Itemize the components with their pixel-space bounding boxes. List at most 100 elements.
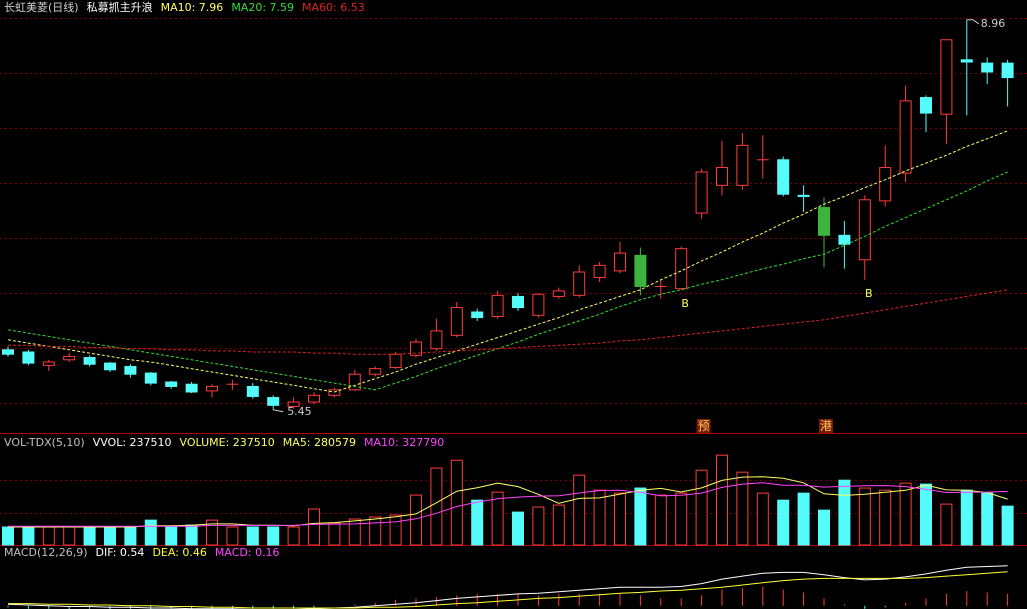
tag-label: 港 [820,419,832,433]
candle-body [165,381,178,387]
volume-bar [512,511,524,546]
volume-bar [777,499,790,546]
candle-body [1001,62,1014,79]
candle-body [981,62,994,73]
candle-body [614,252,626,272]
candle-body [920,97,932,114]
candle-body [879,167,892,202]
candle-body [369,368,382,375]
volume-bar [471,499,484,546]
volume-bar [83,526,96,546]
tag-box [819,419,833,433]
candle-body [185,383,198,393]
candle-body [389,353,402,369]
legend-label: VVOL: 237510 [93,436,172,449]
candle-body [573,271,586,296]
volume-bar [899,482,912,546]
candle-body [512,295,524,309]
candle-body [736,144,749,186]
volume-bar [308,508,320,546]
candle-body [471,311,484,319]
volume-bar [226,526,239,546]
volume-bar [185,524,198,546]
candle-body [695,171,708,214]
volume-bar [287,526,300,546]
volume-bar [348,518,361,546]
macd-line [8,571,1008,609]
candle-body [2,349,14,355]
candle-body [348,373,361,391]
legend-label: MA5: 280579 [283,436,356,449]
volume-bar [328,522,341,546]
legend-label: MA20: 7.59 [231,1,294,14]
legend-label: MACD: 0.16 [215,546,280,559]
signal-marker: B [865,287,873,300]
volume-bar [736,471,749,546]
tag-box [696,419,711,433]
volume-bar [654,494,667,546]
volume-bar [410,494,422,546]
volume-bar [1001,505,1014,546]
volume-bar [42,526,55,546]
candle-body [960,59,973,63]
candle-body [532,293,545,316]
candle-body [675,248,688,290]
legend-label: MA60: 6.53 [302,1,365,14]
extreme-arrow [966,19,980,25]
volume-bar [716,454,728,546]
volume-bar [756,492,769,546]
candle-body [858,199,871,261]
volume-bar [532,506,545,546]
signal-marker: B [681,297,689,310]
candle-body [287,401,300,407]
volume-ma-line [8,476,1008,528]
candle-body [328,389,341,396]
legend-label: DEA: 0.46 [152,546,206,559]
candle-body [63,355,76,361]
candle-body [716,167,728,186]
extreme-arrow [273,409,284,413]
volume-bar [634,487,647,546]
legend-label: MA10: 7.96 [161,1,224,14]
volume-bar [491,491,504,546]
volume-bar [389,514,402,546]
candle-body [634,254,647,287]
volume-bar [552,504,565,546]
volume-bar [797,492,810,546]
volume-bar [695,469,708,546]
candle-body [104,362,116,371]
volume-bar [430,467,443,546]
candle-body [144,372,157,384]
volume-bar [573,474,586,546]
ma-line [8,289,1008,355]
candle-body [940,39,953,115]
volume-bar [614,492,626,546]
candle-body [22,351,35,364]
volume-bar [165,526,178,546]
volume-bar [246,526,259,546]
volume-ma-line [8,482,1008,527]
volume-bar [22,526,35,546]
candle-body [267,397,280,406]
candle-body [308,394,320,403]
candle-body [83,357,96,365]
candle-body [450,307,463,336]
candle-body [593,264,606,279]
candle-body [410,341,422,356]
candle-body [899,100,912,174]
volume-bar [675,492,688,546]
volume-bar [124,526,137,546]
candle-body [491,294,504,317]
legend-label: VOLUME: 237510 [180,436,275,449]
candle-body [430,330,443,350]
volume-bar [63,526,76,546]
volume-bar [960,489,973,546]
legend-label: 私募抓主升浪 [87,0,153,14]
legend-label: 长虹美菱(日线) [4,0,79,14]
candle-body [42,361,55,366]
extreme-label: 8.96 [981,17,1006,30]
volume-bar [940,503,953,546]
volume-bar [920,483,932,546]
